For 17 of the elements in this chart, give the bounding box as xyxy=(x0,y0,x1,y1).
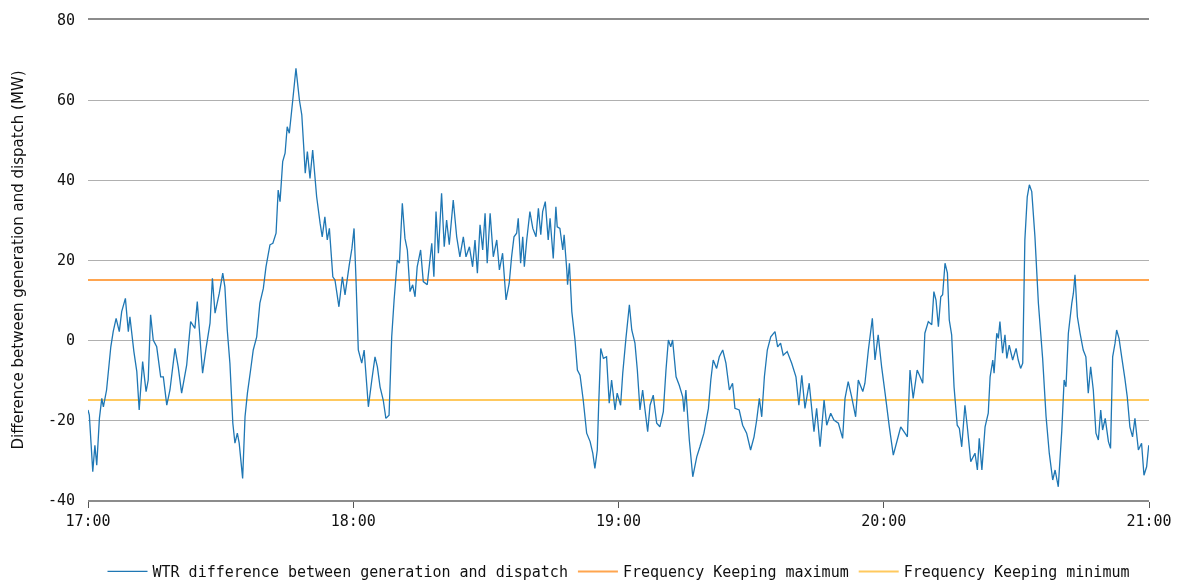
y-tick-label: -40 xyxy=(47,491,75,510)
legend-label: Frequency Keeping maximum xyxy=(622,563,849,581)
x-tick-label: 21:00 xyxy=(1126,511,1172,530)
y-tick-label: 20 xyxy=(56,251,75,270)
legend-label: WTR difference between generation and dispatch xyxy=(152,563,568,581)
x-tick-label: 19:00 xyxy=(595,511,642,530)
y-axis-title: Difference between generation and dispatch (MW) xyxy=(9,70,28,450)
y-tick-label: 80 xyxy=(56,11,75,30)
x-tick-label: 17:00 xyxy=(65,511,111,530)
y-tick-label: 60 xyxy=(56,91,75,110)
legend-label: Frequency Keeping minimum xyxy=(903,563,1130,581)
line-series xyxy=(88,67,1149,488)
x-tick-label: 18:00 xyxy=(330,511,376,530)
y-tick-label: 40 xyxy=(56,171,75,190)
x-tick-label: 20:00 xyxy=(861,511,907,530)
y-tick-label: 0 xyxy=(65,331,75,350)
y-tick-label: -20 xyxy=(47,411,75,430)
